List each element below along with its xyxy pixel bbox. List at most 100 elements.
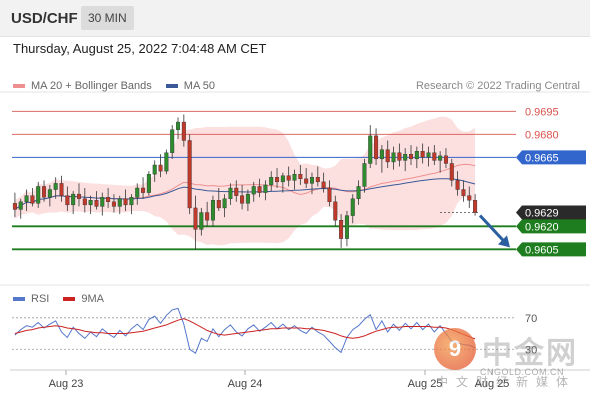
candle-body [82, 198, 87, 206]
candle-body [228, 187, 233, 199]
candle-body [245, 193, 250, 204]
candle-body [76, 193, 81, 199]
candle-body [339, 219, 344, 239]
candle-body [374, 135, 379, 160]
candle-body [129, 196, 134, 206]
level-tag-0.9665 [516, 150, 586, 165]
level-label-0.9629: 0.9629 [525, 208, 559, 220]
candle-body [298, 173, 303, 179]
candle-body [368, 135, 373, 164]
candle-body [315, 177, 320, 183]
candle-body [321, 181, 326, 189]
candle-body [240, 195, 245, 204]
candle-body [216, 200, 221, 209]
candle-body [350, 198, 355, 216]
candle-body [391, 152, 396, 163]
rsi-ma-swatch [63, 297, 76, 301]
candle-body [397, 152, 402, 161]
candle-body [426, 152, 431, 158]
candle-body [158, 164, 163, 172]
candle-body [193, 207, 198, 230]
candle-body [403, 154, 408, 161]
candle-body [275, 177, 280, 183]
candle-body [88, 200, 93, 206]
x-tick-label: Aug 25 [408, 378, 443, 390]
rsi-swatch [13, 297, 25, 301]
candle-body [327, 187, 332, 203]
candle-body [176, 121, 181, 130]
ma50-line [14, 178, 476, 210]
candle-body [187, 140, 192, 209]
candle-body [269, 177, 274, 186]
candle-body [385, 149, 390, 163]
candle-body [344, 215, 349, 239]
candle-body [222, 198, 227, 209]
candle-body [36, 186, 41, 204]
rsi-legend-label: RSI [31, 293, 50, 305]
candle-body [123, 198, 128, 206]
attribution: Research © 2022 Trading Central [415, 80, 580, 92]
ma20-legend-label: MA 20 + Bollinger Bands [31, 80, 152, 92]
rsi-level-label-70: 70 [525, 313, 537, 325]
candle-body [414, 150, 419, 160]
candle-body [106, 196, 111, 202]
x-tick-label: Aug 24 [228, 378, 263, 390]
candle-body [30, 195, 35, 204]
candle-body [432, 152, 437, 161]
level-label-0.9605: 0.9605 [525, 244, 559, 256]
candle-body [94, 200, 99, 207]
candle-body [170, 129, 175, 153]
level-label-0.9680: 0.9680 [525, 129, 559, 141]
x-tick-label: Aug 25 [475, 378, 510, 390]
candle-body [234, 187, 239, 196]
candle-body [47, 189, 52, 198]
level-label-0.9620: 0.9620 [525, 221, 559, 233]
candle-body [473, 200, 478, 213]
interval-button[interactable]: 30 MIN [81, 6, 134, 30]
level-label-0.9695: 0.9695 [525, 106, 559, 118]
level-tag-0.9629 [516, 205, 586, 220]
ma20-swatch [13, 84, 25, 88]
candle-body [409, 154, 414, 160]
candle-body [117, 198, 122, 207]
candle-body [12, 203, 17, 210]
candle-body [152, 164, 157, 175]
level-tag-0.9620 [516, 219, 586, 234]
ma50-legend-label: MA 50 [183, 80, 215, 92]
candle-body [280, 175, 285, 183]
projection-arrow-shaft [478, 214, 507, 244]
candle-body [356, 186, 361, 199]
candle-body [59, 183, 64, 196]
chart-datetime: Thursday, August 25, 2022 7:04:48 AM CET [13, 41, 267, 56]
x-tick-label: Aug 23 [49, 378, 84, 390]
ma50-swatch [165, 84, 178, 88]
candle-body [467, 195, 472, 201]
candle-body [199, 212, 204, 230]
candle-body [420, 150, 425, 158]
candle-body [251, 186, 256, 195]
top-bar: USD/CHF 30 MIN [0, 0, 590, 37]
rsi-ma-line [14, 318, 476, 340]
candle-body [333, 201, 338, 221]
candle-body [362, 163, 367, 187]
candle-body [53, 183, 58, 190]
candle-body [18, 201, 23, 210]
candle-body [449, 163, 454, 181]
candle-body [263, 184, 268, 193]
rsi-legend: RSI 9MA [13, 293, 104, 305]
candle-body [141, 187, 146, 193]
candle-body [100, 196, 105, 207]
candle-body [379, 149, 384, 160]
candle-body [24, 195, 29, 203]
candle-body [65, 195, 70, 206]
level-label-0.9665: 0.9665 [525, 152, 559, 164]
projection-arrow-head [498, 235, 510, 248]
rsi-ma-legend-label: 9MA [81, 293, 104, 305]
candle-body [461, 189, 466, 196]
candle-body [205, 212, 210, 221]
candle-body [292, 173, 297, 181]
level-tag-0.9605 [516, 242, 586, 257]
candle-body [443, 155, 448, 164]
candle-body [304, 178, 309, 184]
